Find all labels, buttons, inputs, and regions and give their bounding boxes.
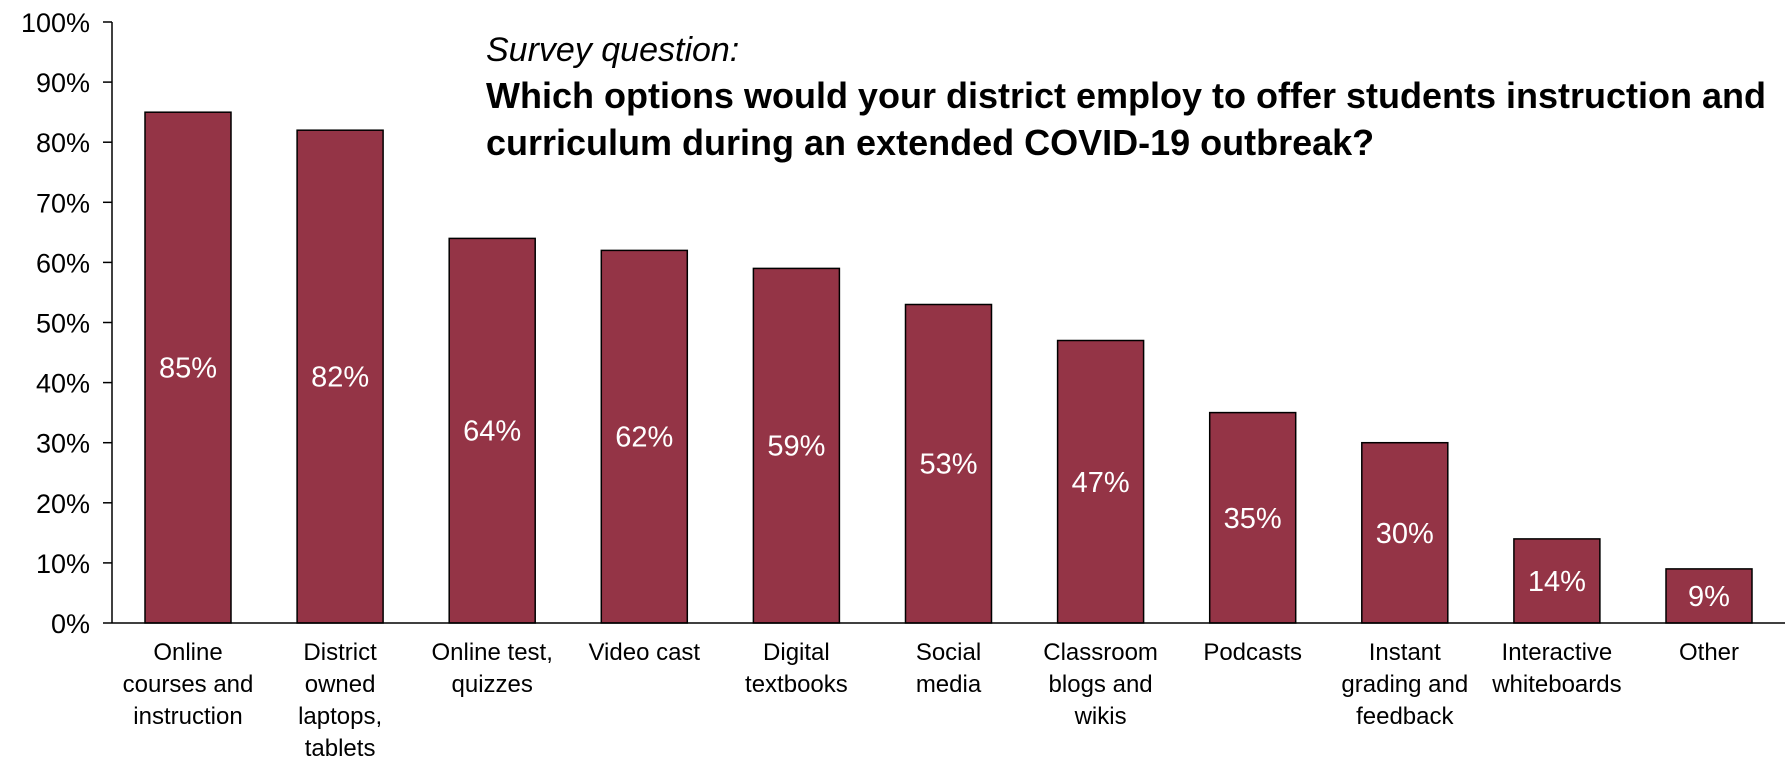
data-label-2: 82%: [311, 362, 369, 394]
data-label-9: 30%: [1376, 518, 1434, 550]
y-tick-label: 20%: [36, 489, 90, 519]
bar-10: [1513, 538, 1601, 624]
x-category-label-5: Digital textbooks: [745, 639, 848, 698]
x-category-label-10: Interactive whiteboards: [1491, 639, 1621, 698]
data-label-6: 53%: [919, 449, 977, 481]
bar-4: [600, 249, 689, 624]
survey-annotation: Survey question: Which options would you…: [486, 28, 1776, 166]
data-label-11: 9%: [1688, 581, 1730, 613]
x-category-label-1: Online courses and instruction: [123, 639, 254, 730]
x-category-label-2: District owned laptops, tablets: [298, 639, 382, 758]
y-tick-label: 90%: [36, 68, 90, 98]
y-tick-label: 100%: [21, 8, 90, 38]
y-tick-label: 60%: [36, 248, 90, 278]
x-category-label-8: Podcasts: [1203, 639, 1302, 666]
y-tick-label: 80%: [36, 128, 90, 158]
bar-8: [1208, 411, 1297, 624]
bars-group: [144, 111, 1753, 624]
x-category-label-6: Social media: [916, 639, 982, 698]
bar-1: [144, 111, 232, 624]
y-tick-label: 0%: [51, 609, 90, 639]
survey-subtitle: Survey question:: [486, 31, 740, 69]
bar-6: [904, 303, 993, 624]
survey-question: Which options would your district employ…: [486, 75, 1767, 163]
data-label-1: 85%: [159, 353, 217, 385]
bar-5: [752, 267, 841, 624]
y-tick-label: 40%: [36, 369, 90, 399]
x-category-label-3: Online test, quizzes: [431, 639, 552, 698]
bar-3: [448, 237, 536, 624]
x-axis-categories: Online courses and instruction District owne…: [123, 639, 1739, 758]
x-category-label-9: Instant grading and feedback: [1341, 639, 1468, 730]
x-category-label-7: Classroom blogs and wikis: [1043, 639, 1158, 730]
y-tick-label: 30%: [36, 429, 90, 459]
x-category-label-11: Other: [1679, 639, 1739, 666]
bar-2: [296, 129, 384, 624]
data-label-4: 62%: [615, 422, 673, 454]
x-category-label-4: Video cast: [588, 639, 700, 666]
data-label-5: 59%: [767, 431, 825, 463]
bar-11: [1665, 568, 1753, 624]
data-label-7: 47%: [1072, 467, 1130, 499]
y-tick-label: 70%: [36, 188, 90, 218]
y-axis-ticks: 0% 10% 20% 30% 40% 50% 60% 70% 80% 90% 100%: [21, 8, 112, 639]
y-tick-label: 50%: [36, 309, 90, 339]
data-labels: 85% 82% 64% 62% 59% 53% 47% 35% 30% 14% 9%: [159, 353, 1730, 613]
data-label-10: 14%: [1528, 566, 1586, 598]
data-label-3: 64%: [463, 416, 521, 448]
data-label-8: 35%: [1224, 503, 1282, 535]
y-tick-label: 10%: [36, 549, 90, 579]
